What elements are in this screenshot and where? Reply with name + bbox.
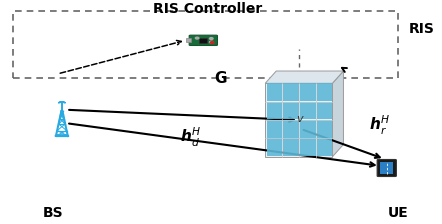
Polygon shape [265, 83, 332, 157]
Polygon shape [283, 138, 299, 156]
FancyBboxPatch shape [186, 38, 191, 42]
Polygon shape [55, 135, 69, 136]
Polygon shape [300, 138, 316, 156]
Polygon shape [332, 71, 343, 157]
Text: $\mathbf{G}$: $\mathbf{G}$ [214, 70, 228, 86]
Text: UE: UE [388, 206, 408, 220]
Polygon shape [300, 102, 316, 119]
Polygon shape [317, 138, 332, 156]
Polygon shape [267, 138, 282, 156]
Polygon shape [317, 83, 332, 101]
FancyBboxPatch shape [380, 162, 393, 174]
Circle shape [210, 41, 213, 43]
Text: RIS: RIS [409, 22, 435, 36]
Polygon shape [267, 83, 282, 101]
Polygon shape [283, 83, 299, 101]
Text: BS: BS [43, 206, 63, 220]
FancyBboxPatch shape [377, 159, 396, 177]
Polygon shape [265, 71, 343, 83]
FancyBboxPatch shape [199, 38, 207, 43]
Polygon shape [283, 102, 299, 119]
FancyBboxPatch shape [189, 35, 217, 45]
Polygon shape [317, 120, 332, 138]
Polygon shape [267, 120, 282, 138]
Circle shape [210, 42, 214, 43]
Circle shape [195, 37, 199, 39]
Polygon shape [283, 120, 299, 138]
Text: v: v [297, 114, 303, 124]
Bar [13, 11, 398, 78]
Circle shape [210, 38, 213, 39]
Text: RIS Controller: RIS Controller [153, 2, 263, 16]
Polygon shape [317, 102, 332, 119]
Text: $\boldsymbol{h}_d^{H}$: $\boldsymbol{h}_d^{H}$ [180, 126, 200, 149]
Polygon shape [267, 102, 282, 119]
Polygon shape [300, 83, 316, 101]
Text: $\boldsymbol{h}_r^{H}$: $\boldsymbol{h}_r^{H}$ [369, 114, 390, 137]
Polygon shape [300, 120, 316, 138]
